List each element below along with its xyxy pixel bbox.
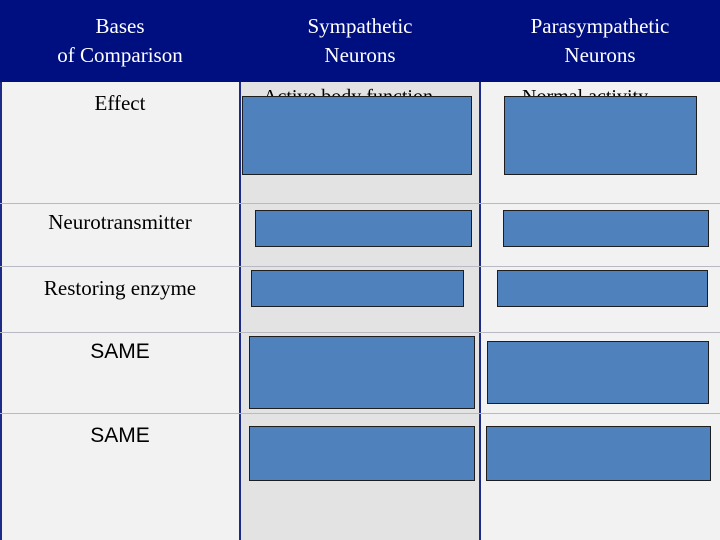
answer-cover-effect-parasympathetic[interactable]: [504, 96, 697, 175]
row-divider-3: [0, 332, 720, 333]
answer-cover-same1-sympathetic[interactable]: [249, 336, 475, 409]
column-divider-2: [479, 82, 481, 540]
column-divider-1: [239, 82, 241, 540]
row-label-same-2: SAME: [90, 424, 150, 447]
row-label-same-1: SAME: [90, 340, 150, 363]
answer-cover-same1-parasympathetic[interactable]: [487, 341, 709, 404]
answer-cover-same2-parasympathetic[interactable]: [486, 426, 711, 481]
answer-cover-neurotransmitter-parasympathetic[interactable]: [503, 210, 709, 247]
header-bases-of-comparison: Bases of Comparison: [57, 14, 183, 67]
table-left-border: [0, 82, 2, 540]
row-divider-2: [0, 266, 720, 267]
effect-parasympathetic-peek-text: Normal activity: [522, 86, 682, 96]
row-divider-4: [0, 413, 720, 414]
header-parasympathetic-neurons: Parasympathetic Neurons: [530, 14, 670, 67]
answer-cover-same2-sympathetic[interactable]: [249, 426, 475, 481]
answer-cover-enzyme-sympathetic[interactable]: [251, 270, 464, 307]
header-sympathetic-neurons: Sympathetic Neurons: [307, 14, 413, 67]
answer-cover-effect-sympathetic[interactable]: [242, 96, 472, 175]
row-label-restoring-enzyme: Restoring enzyme: [43, 276, 197, 300]
answer-cover-enzyme-parasympathetic[interactable]: [497, 270, 708, 307]
row-label-neurotransmitter: Neurotransmitter: [48, 210, 192, 234]
row-label-effect: Effect: [94, 91, 146, 115]
table-header: Bases of Comparison Sympathetic Neurons Pa…: [0, 0, 720, 82]
column-bases-background: [0, 82, 240, 540]
row-divider-1: [0, 203, 720, 204]
answer-cover-neurotransmitter-sympathetic[interactable]: [255, 210, 472, 247]
effect-sympathetic-peek-text: Active body function: [263, 86, 463, 96]
